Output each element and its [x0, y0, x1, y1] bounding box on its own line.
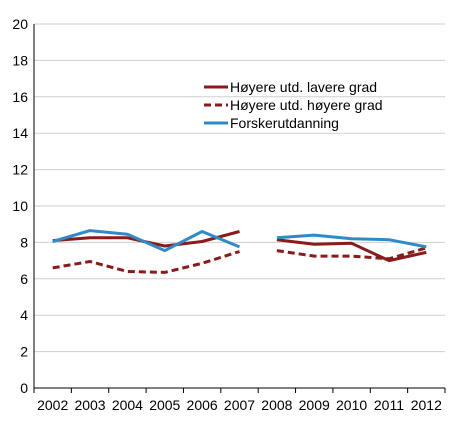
y-tick-label: 2 [20, 344, 28, 360]
x-tick-label: 2009 [299, 397, 330, 413]
x-tick-label: 2006 [187, 397, 218, 413]
x-tick-label: 2005 [149, 397, 180, 413]
legend-label: Høyere utd. lavere grad [230, 79, 377, 95]
x-axis-tick-labels: 2002 2003 2004 2005 2006 2007 2008 2009 2010 2011… [37, 397, 442, 413]
y-tick-label: 4 [20, 307, 28, 323]
x-tick-label: 2011 [374, 397, 404, 413]
series-line-1-segment-0 [52, 250, 240, 274]
series-line-2-segment-0 [52, 229, 241, 253]
x-tick-label: 2008 [261, 397, 292, 413]
legend: Høyere utd. lavere grad Høyere utd. høyer… [204, 79, 383, 131]
y-axis-tick-labels: 0 2 4 6 8 10 12 14 16 18 20 [12, 16, 28, 396]
x-tick-label: 2010 [336, 397, 367, 413]
x-axis-tick-marks [33, 388, 446, 393]
x-tick-label: 2002 [37, 397, 68, 413]
y-tick-label: 18 [12, 52, 28, 68]
y-tick-label: 12 [12, 162, 28, 178]
y-tick-label: 14 [12, 125, 28, 141]
y-tick-label: 0 [20, 380, 28, 396]
x-tick-label: 2004 [112, 397, 143, 413]
y-tick-label: 20 [12, 16, 28, 32]
legend-label: Høyere utd. høyere grad [230, 97, 383, 113]
grid-lines [34, 23, 445, 353]
legend-label: Forskerutdanning [230, 115, 339, 131]
series-line-2-segment-1 [276, 233, 427, 249]
y-tick-label: 8 [20, 234, 28, 250]
x-tick-label: 2007 [224, 397, 255, 413]
y-tick-label: 16 [12, 89, 28, 105]
series-lines [52, 229, 427, 274]
series-line-0-segment-1 [276, 238, 427, 263]
x-tick-label: 2012 [411, 397, 442, 413]
y-tick-label: 10 [12, 198, 28, 214]
series-line-1-segment-1 [276, 246, 427, 261]
y-tick-label: 6 [20, 271, 28, 287]
x-tick-label: 2003 [74, 397, 105, 413]
